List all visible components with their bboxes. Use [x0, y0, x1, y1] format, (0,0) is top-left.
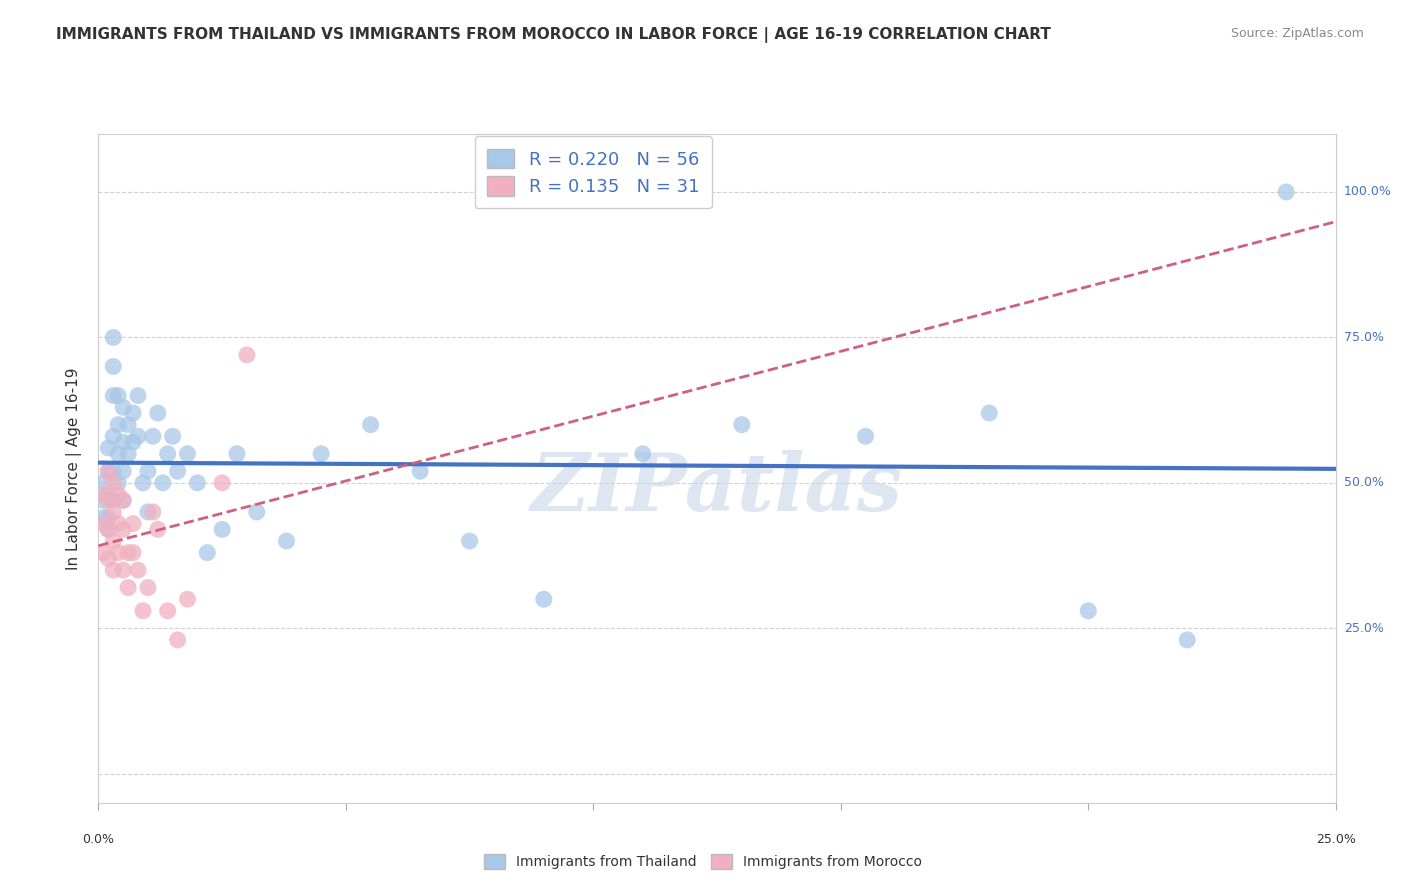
Point [107, 487, 129, 501]
Point [122, 516, 145, 531]
Y-axis label: In Labor Force | Age 16-19: In Labor Force | Age 16-19 [66, 367, 83, 570]
Point [103, 388, 125, 402]
Point [136, 581, 159, 595]
Point [156, 447, 179, 461]
Point [117, 546, 139, 560]
Point [1275, 185, 1298, 199]
Point [127, 388, 149, 402]
Point [103, 534, 125, 549]
Text: 25.0%: 25.0% [1344, 622, 1384, 635]
Point [103, 359, 125, 374]
Point [112, 464, 135, 478]
Point [107, 516, 129, 531]
Point [458, 534, 481, 549]
Point [127, 563, 149, 577]
Point [166, 464, 188, 478]
Point [97, 441, 120, 455]
Point [309, 447, 332, 461]
Point [97, 464, 120, 478]
Point [103, 475, 125, 490]
Point [195, 546, 218, 560]
Text: 50.0%: 50.0% [1344, 476, 1384, 490]
Point [93, 493, 115, 508]
Point [855, 429, 877, 443]
Point [97, 522, 120, 536]
Point [152, 475, 174, 490]
Point [97, 487, 120, 501]
Point [103, 429, 125, 443]
Point [93, 475, 115, 490]
Point [112, 493, 135, 508]
Point [117, 417, 139, 432]
Text: IMMIGRANTS FROM THAILAND VS IMMIGRANTS FROM MOROCCO IN LABOR FORCE | AGE 16-19 C: IMMIGRANTS FROM THAILAND VS IMMIGRANTS F… [56, 27, 1052, 43]
Point [122, 435, 145, 450]
Point [176, 447, 198, 461]
Point [176, 592, 198, 607]
Point [103, 493, 125, 508]
Text: 25.0%: 25.0% [1316, 833, 1355, 847]
Point [166, 632, 188, 647]
Point [112, 435, 135, 450]
Point [211, 522, 233, 536]
Point [107, 475, 129, 490]
Point [533, 592, 555, 607]
Point [1077, 604, 1099, 618]
Point [246, 505, 269, 519]
Text: ZIPatlas: ZIPatlas [531, 450, 903, 527]
Point [142, 505, 165, 519]
Point [132, 604, 155, 618]
Point [236, 348, 259, 362]
Point [93, 510, 115, 524]
Point [1175, 632, 1198, 647]
Point [97, 510, 120, 524]
Point [107, 546, 129, 560]
Point [276, 534, 298, 549]
Point [112, 401, 135, 415]
Point [731, 417, 754, 432]
Point [103, 563, 125, 577]
Point [112, 493, 135, 508]
Point [146, 406, 169, 420]
Point [186, 475, 208, 490]
Text: Source: ZipAtlas.com: Source: ZipAtlas.com [1230, 27, 1364, 40]
Point [136, 505, 159, 519]
Text: 75.0%: 75.0% [1344, 331, 1384, 344]
Point [107, 388, 129, 402]
Point [93, 487, 115, 501]
Point [211, 475, 233, 490]
Point [103, 505, 125, 519]
Point [97, 464, 120, 478]
Point [97, 493, 120, 508]
Point [146, 522, 169, 536]
Legend: Immigrants from Thailand, Immigrants from Morocco: Immigrants from Thailand, Immigrants fro… [478, 847, 928, 876]
Point [107, 447, 129, 461]
Point [136, 464, 159, 478]
Point [103, 330, 125, 344]
Point [127, 429, 149, 443]
Point [112, 563, 135, 577]
Point [117, 581, 139, 595]
Point [142, 429, 165, 443]
Point [979, 406, 1001, 420]
Point [156, 604, 179, 618]
Text: 100.0%: 100.0% [1344, 186, 1392, 199]
Point [117, 447, 139, 461]
Point [162, 429, 184, 443]
Point [122, 406, 145, 420]
Point [631, 447, 654, 461]
Point [409, 464, 432, 478]
Point [107, 417, 129, 432]
Point [97, 522, 120, 536]
Point [93, 516, 115, 531]
Point [122, 546, 145, 560]
Point [132, 475, 155, 490]
Point [97, 551, 120, 566]
Point [112, 522, 135, 536]
Point [360, 417, 382, 432]
Point [103, 464, 125, 478]
Text: 0.0%: 0.0% [83, 833, 114, 847]
Point [93, 546, 115, 560]
Point [226, 447, 249, 461]
Legend: R = 0.220   N = 56, R = 0.135   N = 31: R = 0.220 N = 56, R = 0.135 N = 31 [475, 136, 711, 209]
